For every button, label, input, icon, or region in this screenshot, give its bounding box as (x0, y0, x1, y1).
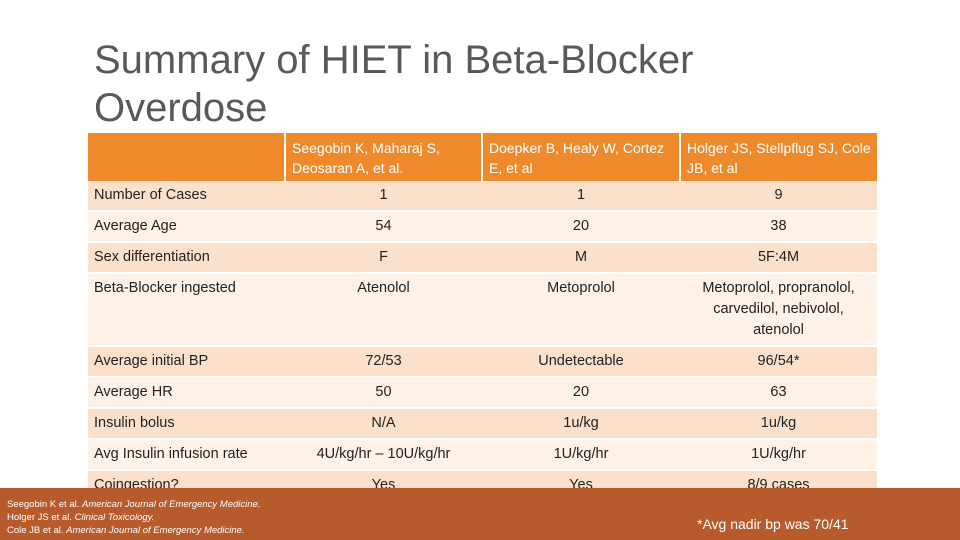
table-cell: Metoprolol (482, 273, 680, 347)
table-cell: 1u/kg (680, 408, 877, 440)
table-cell: 1 (482, 181, 680, 212)
table-cell: 9 (680, 181, 877, 212)
reference-item: Cole JB et al. American Journal of Emerg… (7, 524, 260, 537)
table-row: Average HR 50 20 63 (88, 377, 877, 409)
header-cell-empty (88, 133, 286, 181)
header-cell-holger: Holger JS, Stellpflug SJ, Cole JB, et al (680, 133, 877, 181)
table-cell: Metoprolol, propranolol, carvedilol, neb… (680, 273, 877, 347)
table-header-row: Seegobin K, Maharaj S, Deosaran A, et al… (88, 133, 877, 181)
table-cell: 1U/kg/hr (680, 439, 877, 471)
reference-author: Holger JS et al. (7, 512, 75, 523)
table-cell: 1 (285, 181, 482, 212)
reference-item: Holger JS et al. Clinical Toxicology. (7, 511, 260, 524)
row-label: Insulin bolus (88, 408, 285, 440)
row-label: Average Age (88, 211, 285, 243)
table-row: Number of Cases 1 1 9 (88, 181, 877, 212)
table-cell: N/A (285, 408, 482, 440)
reference-journal: American Journal of Emergency Medicine. (82, 499, 261, 510)
table-cell: 63 (680, 377, 877, 409)
table-row: Avg Insulin infusion rate 4U/kg/hr – 10U… (88, 439, 877, 471)
reference-journal: American Journal of Emergency Medicine. (66, 525, 245, 536)
table-cell: 5F:4M (680, 242, 877, 274)
table-cell: Undetectable (482, 346, 680, 378)
row-label: Beta-Blocker ingested (88, 273, 285, 347)
table-cell: 20 (482, 377, 680, 409)
footer-bar (0, 488, 960, 540)
table-cell: 1U/kg/hr (482, 439, 680, 471)
table-cell: 38 (680, 211, 877, 243)
table-row: Average Age 54 20 38 (88, 211, 877, 243)
table-cell: Atenolol (285, 273, 482, 347)
summary-table: Seegobin K, Maharaj S, Deosaran A, et al… (88, 133, 877, 502)
table-cell: 72/53 (285, 346, 482, 378)
reference-journal: Clinical Toxicology. (74, 512, 155, 523)
table-row: Beta-Blocker ingested Atenolol Metoprolo… (88, 273, 877, 347)
table-cell: M (482, 242, 680, 274)
row-label: Average HR (88, 377, 285, 409)
references: Seegobin K et al. American Journal of Em… (7, 498, 260, 537)
row-label: Average initial BP (88, 346, 285, 378)
header-cell-doepker: Doepker B, Healy W, Cortez E, et al (482, 133, 681, 181)
row-label: Avg Insulin infusion rate (88, 439, 285, 471)
row-label: Number of Cases (88, 181, 285, 212)
row-label: Sex differentiation (88, 242, 285, 274)
table-cell: 20 (482, 211, 680, 243)
table-cell: 1u/kg (482, 408, 680, 440)
reference-item: Seegobin K et al. American Journal of Em… (7, 498, 260, 511)
table-cell: 50 (285, 377, 482, 409)
slide-title: Summary of HIET in Beta-Blocker Overdose (94, 38, 694, 130)
reference-author: Cole JB et al. (7, 525, 67, 536)
table-cell: 96/54* (680, 346, 877, 378)
table-row: Average initial BP 72/53 Undetectable 96… (88, 346, 877, 378)
table-cell: 4U/kg/hr – 10U/kg/hr (285, 439, 482, 471)
table-cell: F (285, 242, 482, 274)
reference-author: Seegobin K et al. (7, 499, 82, 510)
table-row: Sex differentiation F M 5F:4M (88, 242, 877, 274)
table-cell: 54 (285, 211, 482, 243)
footnote: *Avg nadir bp was 70/41 (697, 516, 849, 532)
header-cell-seegobin: Seegobin K, Maharaj S, Deosaran A, et al… (285, 133, 483, 181)
table-row: Insulin bolus N/A 1u/kg 1u/kg (88, 408, 877, 440)
